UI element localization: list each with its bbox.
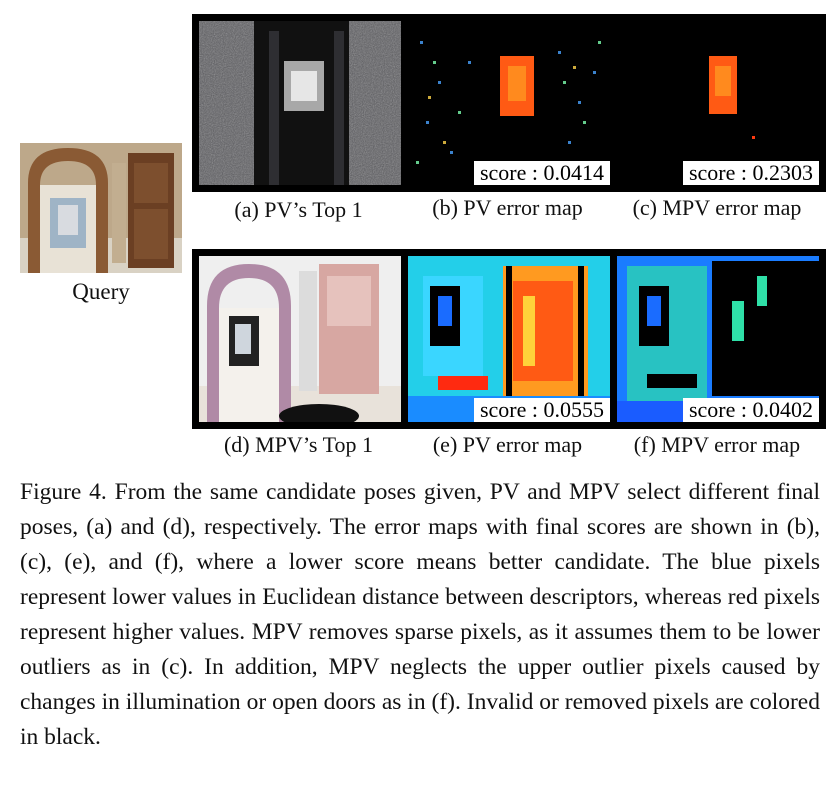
panel-a-pv-top1 [199,21,401,185]
label-e: (e) PV error map [432,432,583,457]
label-d: (d) MPV’s Top 1 [223,432,373,457]
top-row-frame: score : 0.0414 score : 0.2303 [192,14,826,192]
score-b: score : 0.0414 [473,161,610,185]
score-f: score : 0.0402 [682,398,819,422]
figure-caption: Figure 4. From the same candidate poses … [20,479,820,750]
score-e: score : 0.0555 [473,398,610,422]
label-a: (a) PV’s Top 1 [234,197,363,222]
score-c: score : 0.2303 [682,161,819,185]
label-c: (c) MPV error map [632,195,802,220]
panel-d-mpv-top1 [199,256,401,422]
panel-c-mpv-error-map: score : 0.2303 [617,21,819,185]
query-label: Query [72,279,130,304]
query-image [20,143,182,273]
bottom-row-frame: score : 0.0555 score : 0.0402 [192,249,826,429]
panel-b-pv-error-map: score : 0.0414 [408,21,610,185]
label-f: (f) MPV error map [633,432,801,457]
panel-f-mpv-error-map: score : 0.0402 [617,256,819,422]
label-b: (b) PV error map [432,195,583,220]
panel-e-pv-error-map: score : 0.0555 [408,256,610,422]
